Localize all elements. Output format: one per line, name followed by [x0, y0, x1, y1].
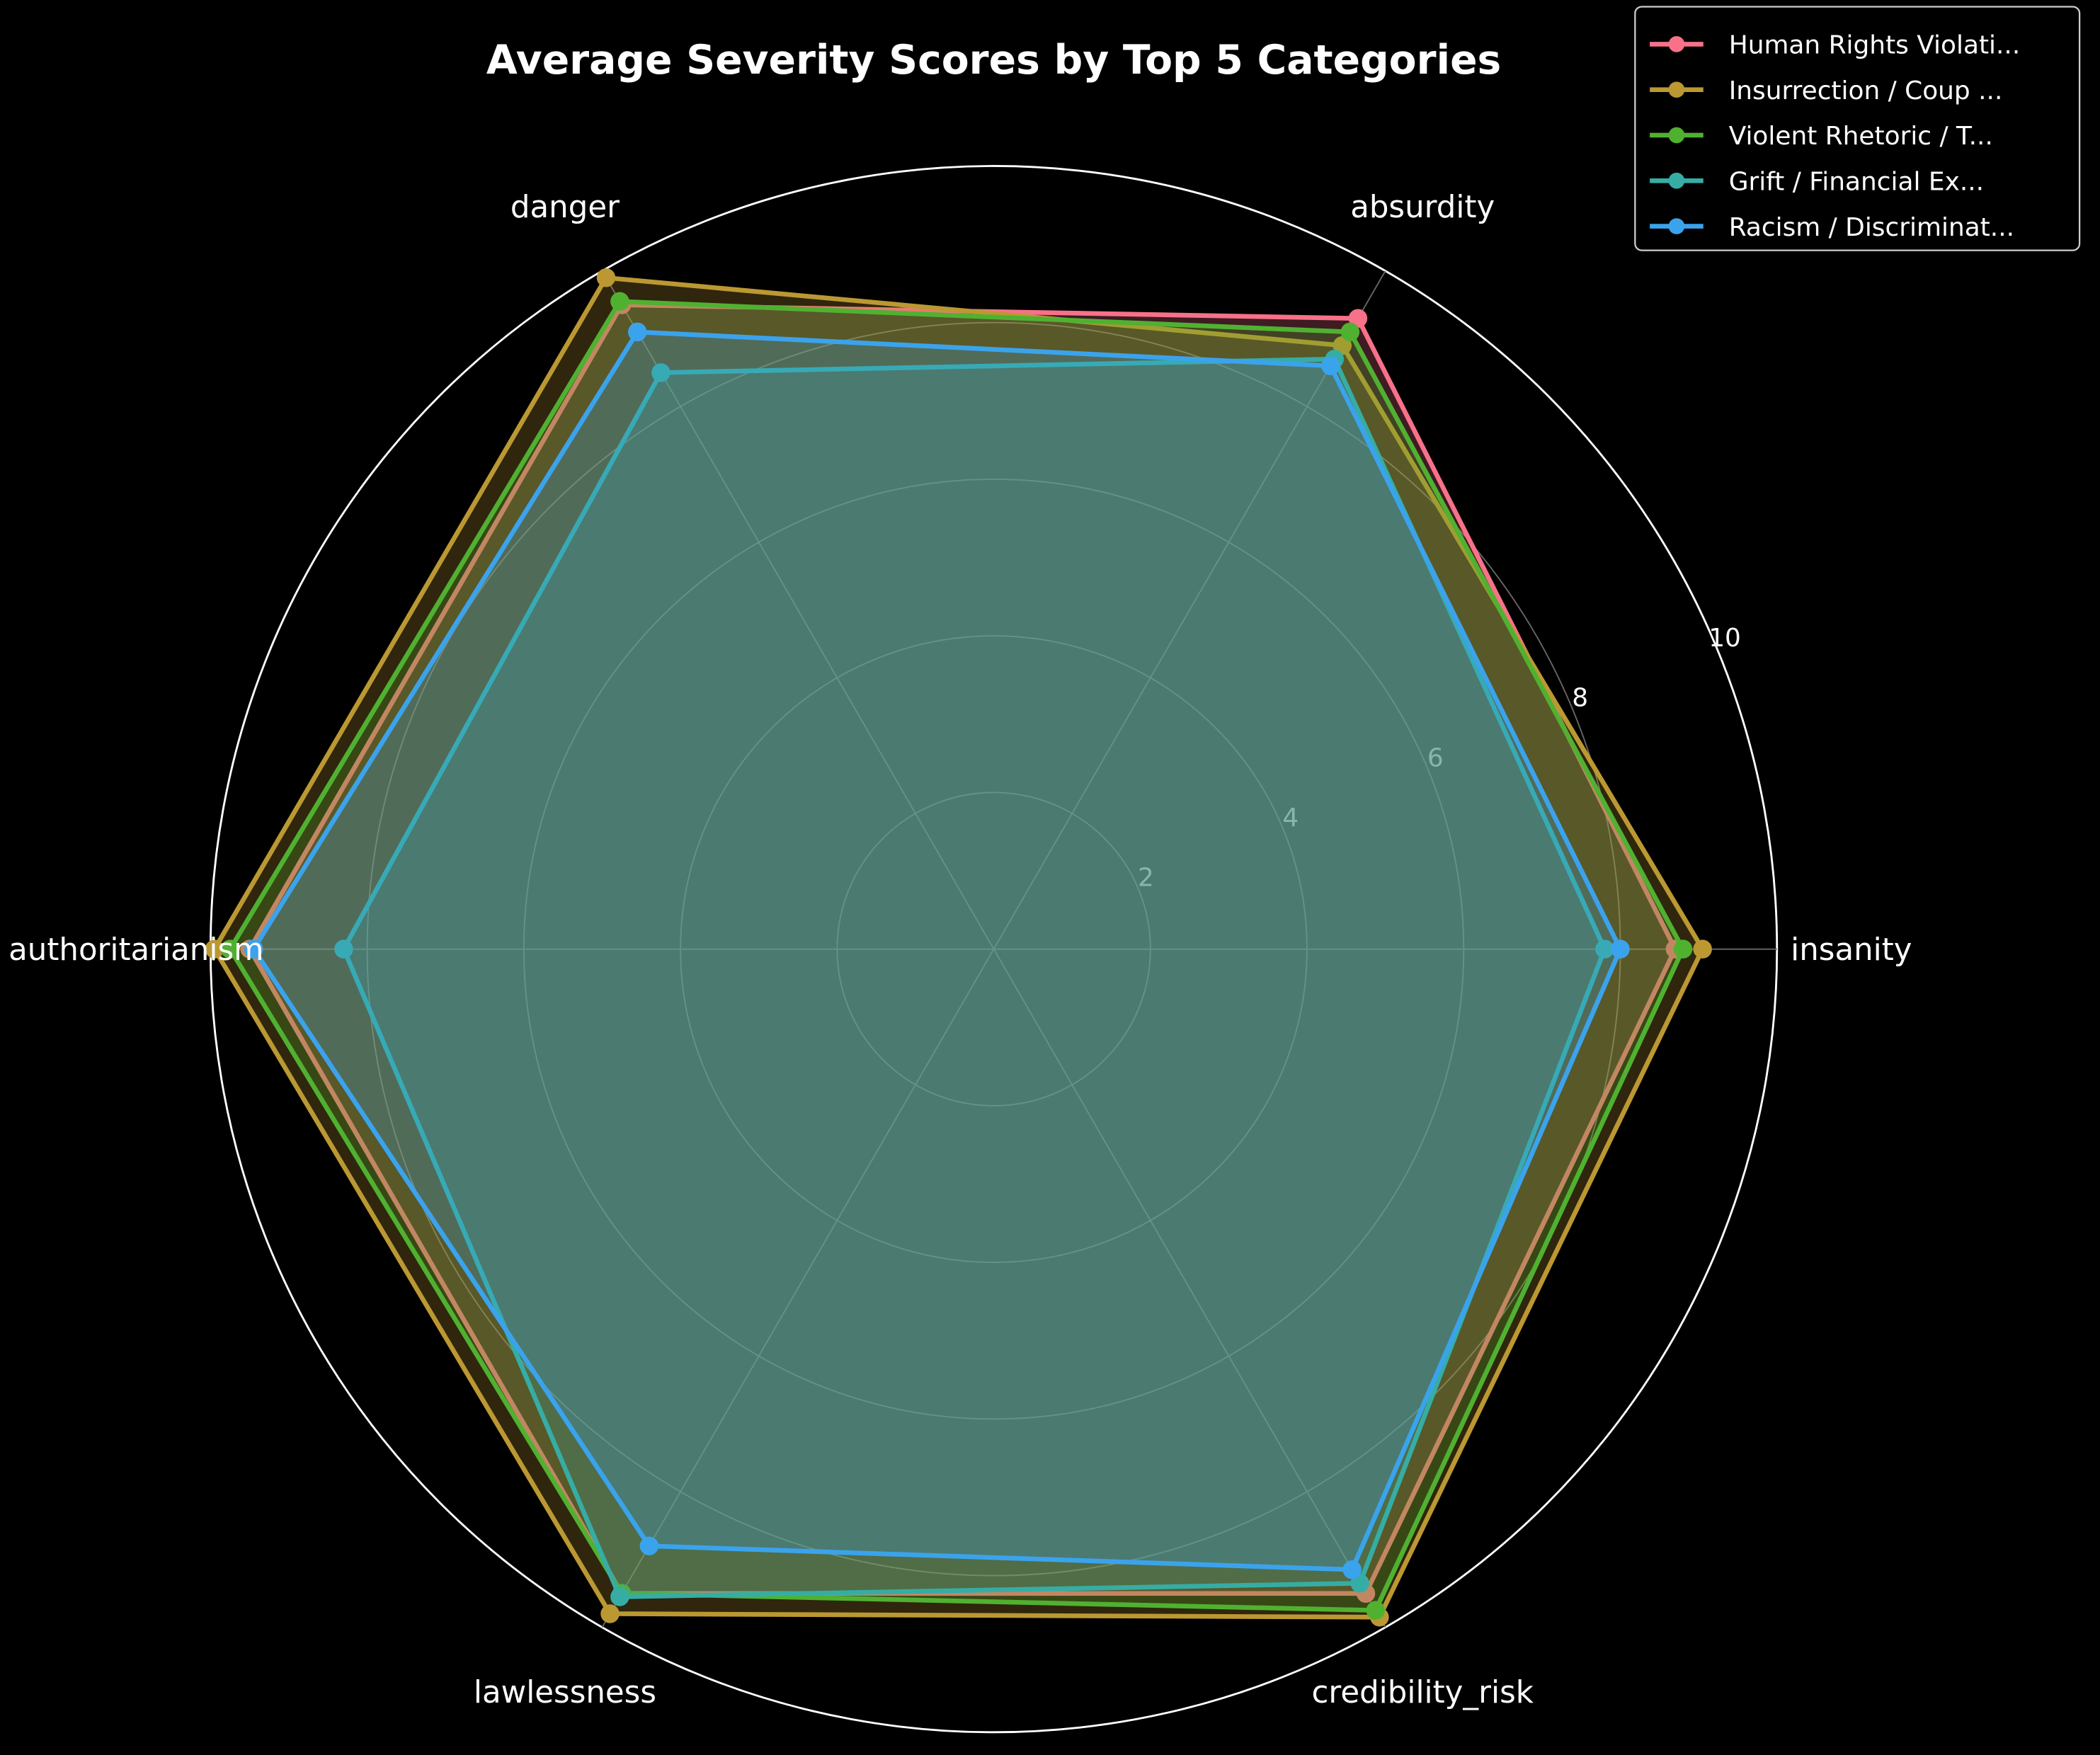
data-point	[1366, 1601, 1386, 1620]
legend-marker	[1668, 172, 1685, 189]
legend-label: Human Rights Violati...	[1729, 31, 2021, 60]
axis-line	[993, 270, 1386, 950]
data-point	[628, 322, 647, 342]
axis-labels: insanity absurdity danger authoritarianism l…	[8, 190, 1912, 1710]
legend-marker	[1668, 81, 1685, 98]
series-fill	[214, 278, 1703, 1618]
data-point	[639, 1536, 659, 1555]
series-fill	[230, 301, 1684, 1611]
series-group	[205, 268, 1712, 1627]
data-point	[1342, 1560, 1362, 1579]
data-point	[651, 363, 670, 382]
radar-grid: 2 4 6 8 10	[209, 165, 1779, 1734]
data-point	[244, 939, 263, 959]
data-point	[1348, 309, 1368, 328]
axis-label: lawlessness	[474, 1675, 656, 1710]
chart-title: Average Severity Scores by Top 5 Categor…	[486, 37, 1501, 84]
data-point	[1595, 939, 1614, 959]
data-point	[1340, 322, 1360, 342]
axis-line	[601, 270, 995, 950]
legend-label: Grift / Financial Ex...	[1729, 168, 1984, 197]
axis-label: credibility_risk	[1312, 1675, 1534, 1710]
data-point	[1611, 939, 1630, 959]
axis-label: absurdity	[1350, 190, 1495, 225]
legend: Human Rights Violati... Insurrection / Co…	[1634, 6, 2081, 251]
axis-label: insanity	[1791, 932, 1912, 968]
series-fill	[343, 359, 1605, 1597]
axis-label: danger	[510, 190, 620, 225]
series-fill	[253, 331, 1621, 1570]
r-tick-label: 2	[1138, 864, 1154, 893]
data-point	[600, 1604, 620, 1623]
data-point	[596, 268, 616, 287]
r-tick-label: 6	[1427, 743, 1444, 772]
data-point	[334, 939, 353, 959]
data-point	[610, 1587, 629, 1606]
legend-label: Racism / Discriminat...	[1729, 213, 2014, 242]
r-tick-label: 10	[1708, 624, 1741, 653]
data-point	[1350, 1574, 1369, 1593]
legend-label: Violent Rhetoric / T...	[1729, 122, 1993, 151]
data-point	[1333, 336, 1352, 355]
legend-marker	[1668, 218, 1685, 234]
data-point	[1693, 939, 1712, 959]
axis-line	[993, 949, 1386, 1628]
data-point	[1673, 939, 1693, 959]
axis-label: authoritarianism	[8, 932, 263, 968]
legend-box	[1634, 6, 2081, 251]
legend-label: Insurrection / Coup ...	[1729, 76, 2003, 105]
legend-marker	[1668, 127, 1685, 144]
data-point	[610, 292, 629, 311]
data-point	[205, 939, 224, 959]
r-tick-label: 8	[1572, 684, 1588, 713]
data-point	[220, 939, 240, 959]
axis-line	[601, 949, 995, 1628]
legend-marker	[1668, 36, 1685, 52]
data-point	[1321, 356, 1340, 376]
series-fill	[249, 304, 1675, 1594]
r-tick-label: 4	[1282, 804, 1299, 833]
